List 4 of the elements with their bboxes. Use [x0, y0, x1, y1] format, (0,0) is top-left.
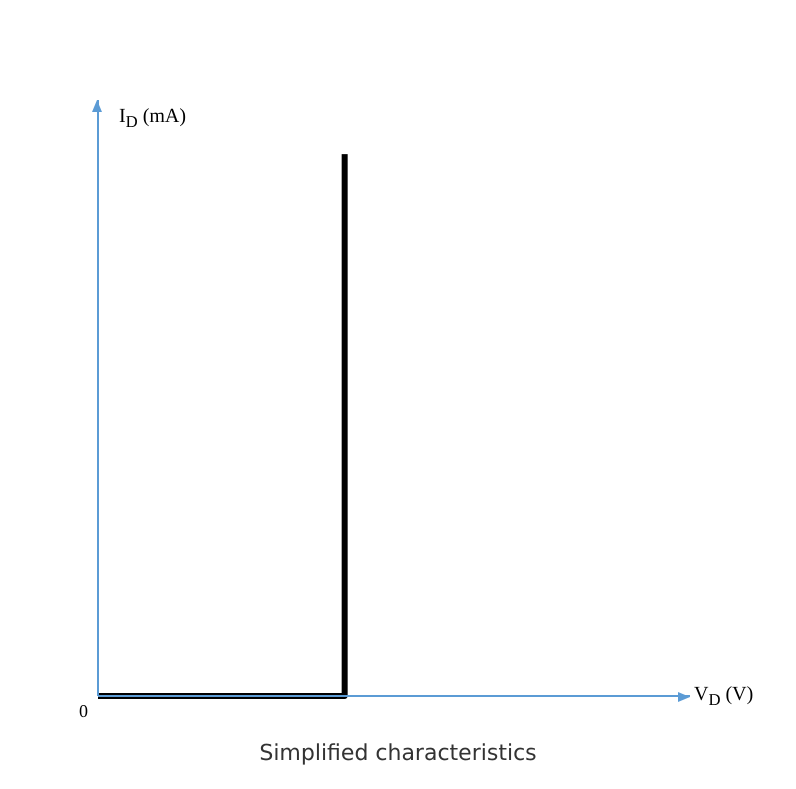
y-axis-title: I$_{D}$ (mA)	[119, 105, 186, 132]
text: 0	[79, 701, 88, 722]
x-axis-title: V$_{D}$ (V)	[694, 683, 754, 710]
text: Simplified characteristics	[258, 741, 538, 766]
